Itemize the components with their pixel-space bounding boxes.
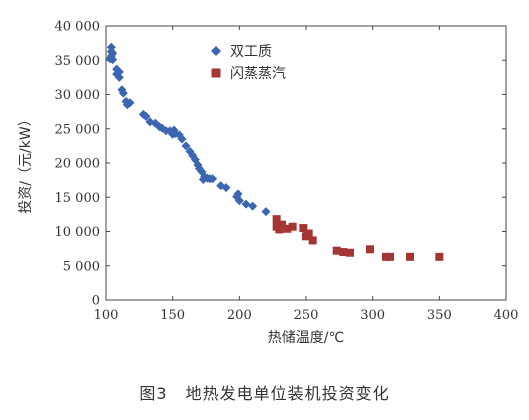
data-point-flash bbox=[299, 224, 308, 233]
plot-frame bbox=[105, 25, 507, 301]
data-point-binary bbox=[125, 98, 135, 108]
caption-number: 图3 bbox=[139, 384, 168, 403]
data-point-binary bbox=[248, 201, 258, 211]
x-tick-label: 150 bbox=[160, 308, 185, 323]
data-point-binary bbox=[181, 141, 191, 151]
ticks: 100 150 200 250 300 350 400 0 5 000 10 000 15 000 2… bbox=[55, 20, 519, 324]
data-point-flash bbox=[386, 252, 394, 261]
data-point-flash bbox=[308, 236, 317, 245]
data-point-binary bbox=[141, 111, 151, 121]
data-point-flash bbox=[272, 215, 281, 224]
y-tick-label: 25 000 bbox=[55, 122, 101, 137]
x-tick-label: 400 bbox=[494, 308, 519, 323]
y-tick-label: 35 000 bbox=[55, 54, 101, 69]
caption-title: 地热发电单位装机投资变化 bbox=[185, 384, 390, 403]
data-point-flash bbox=[435, 252, 444, 261]
data-point-binary bbox=[261, 207, 271, 217]
data-point-flash bbox=[278, 220, 286, 229]
data-point-binary bbox=[241, 199, 251, 209]
data-point-binary bbox=[234, 196, 244, 206]
data-point-binary bbox=[106, 42, 116, 52]
x-tick-label: 300 bbox=[360, 308, 385, 323]
data-point-binary bbox=[118, 88, 128, 98]
x-axis-title: 热储温度/℃ bbox=[268, 330, 344, 346]
data-points bbox=[105, 42, 444, 261]
data-point-binary bbox=[177, 134, 187, 144]
data-point-binary bbox=[208, 174, 218, 184]
data-point-flash bbox=[346, 248, 354, 257]
data-point-flash bbox=[283, 224, 292, 233]
data-point-binary bbox=[108, 55, 118, 65]
y-axis-title: 投资/（元/kW） bbox=[18, 112, 34, 213]
y-tick-label: 30 000 bbox=[55, 88, 101, 103]
axes bbox=[105, 25, 507, 301]
y-tick-label: 10 000 bbox=[55, 225, 101, 240]
data-point-flash bbox=[304, 229, 313, 238]
legend-label: 双工质 bbox=[230, 44, 272, 60]
data-point-flash bbox=[366, 245, 374, 254]
x-tick-label: 200 bbox=[227, 308, 252, 323]
figure-caption: 图3 地热发电单位装机投资变化 bbox=[0, 380, 529, 404]
scatter-chart: 100 150 200 250 300 350 400 0 5 000 10 000 15 000 2… bbox=[18, 20, 519, 347]
legend-marker-binary bbox=[211, 46, 221, 56]
data-point-binary bbox=[114, 67, 124, 77]
x-tick-label: 250 bbox=[294, 308, 319, 323]
y-tick-label: 20 000 bbox=[55, 157, 101, 172]
y-tick-label: 0 bbox=[92, 294, 100, 309]
data-point-flash bbox=[288, 222, 297, 231]
x-tick-label: 100 bbox=[94, 308, 119, 323]
data-point-flash bbox=[275, 225, 284, 234]
data-point-flash bbox=[406, 252, 414, 261]
y-tick-label: 5 000 bbox=[63, 259, 100, 274]
data-point-binary bbox=[114, 72, 124, 82]
y-tick-label: 15 000 bbox=[55, 191, 101, 206]
legend-label: 闪蒸蒸汽 bbox=[230, 66, 286, 82]
data-point-binary bbox=[233, 189, 243, 199]
legend-marker-flash bbox=[211, 68, 221, 78]
x-tick-label: 350 bbox=[427, 308, 452, 323]
data-point-binary bbox=[108, 48, 118, 58]
data-point-flash bbox=[332, 246, 341, 255]
data-point-flash bbox=[339, 248, 348, 257]
y-tick-label: 40 000 bbox=[55, 20, 101, 35]
data-point-binary bbox=[221, 183, 231, 193]
